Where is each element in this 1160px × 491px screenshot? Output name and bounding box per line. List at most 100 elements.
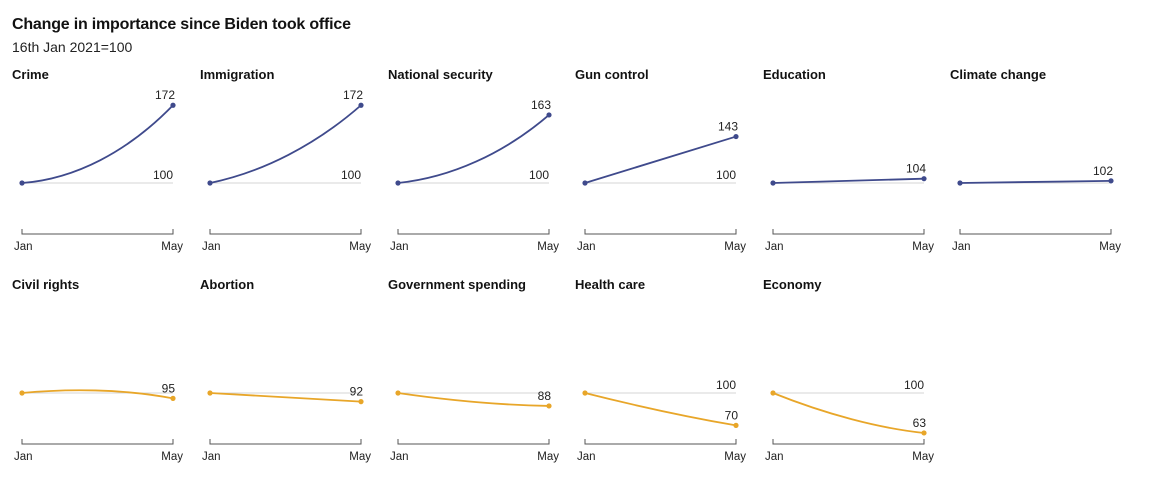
start-point [582, 390, 588, 396]
end-point [921, 176, 927, 182]
x-tick-may: May [912, 451, 934, 463]
x-axis [772, 439, 925, 445]
end-value-label: 63 [913, 416, 927, 430]
baseline-value-label: 100 [529, 168, 549, 182]
end-value-label: 92 [350, 385, 364, 399]
x-tick-jan: Jan [952, 241, 971, 253]
end-value-label: 102 [1093, 164, 1113, 178]
panel-plot: Jan May 88 [390, 389, 559, 463]
x-axis [959, 229, 1112, 235]
start-point [207, 390, 213, 396]
x-tick-jan: Jan [390, 241, 409, 253]
end-point [358, 102, 364, 108]
chart-subtitle: 16th Jan 2021=100 [12, 39, 133, 55]
start-point [957, 180, 963, 186]
x-axis [209, 439, 362, 445]
panel-title: National security [388, 67, 493, 82]
start-point [207, 180, 213, 186]
panel-crime: Crime Jan May 172 100 [12, 67, 197, 272]
baseline-value-label: 100 [716, 168, 736, 182]
panel-abortion: Abortion Jan May 92 [200, 277, 385, 482]
x-tick-jan: Jan [577, 241, 596, 253]
panel-gun-control: Gun control Jan May 143 100 [575, 67, 760, 272]
baseline-value-label: 100 [904, 378, 924, 392]
x-tick-jan: Jan [765, 241, 784, 253]
panel-education: Education Jan May 104 [763, 67, 948, 272]
x-tick-jan: Jan [390, 451, 409, 463]
panel-title: Climate change [950, 67, 1047, 82]
start-point [582, 180, 588, 186]
series-line [584, 135, 737, 184]
end-point [170, 395, 176, 401]
start-point [395, 180, 401, 186]
x-tick-jan: Jan [202, 451, 221, 463]
end-value-label: 104 [906, 162, 926, 176]
x-tick-may: May [537, 451, 559, 463]
x-tick-may: May [1099, 241, 1121, 253]
panel-plot: Jan May 70 100 [577, 378, 746, 463]
panel-health-care: Health care Jan May 70 100 [575, 277, 760, 482]
panel-title: Health care [575, 277, 646, 292]
panel-title: Crime [12, 67, 49, 82]
panel-plot: Jan May 95 [14, 381, 183, 463]
start-point [770, 390, 776, 396]
series-line [397, 114, 550, 184]
end-point [1108, 178, 1114, 184]
baseline-value-label: 100 [716, 378, 736, 392]
end-value-label: 88 [538, 389, 552, 403]
panel-title: Gun control [575, 67, 649, 82]
panel-plot: Jan May 92 [202, 385, 371, 463]
panel-plot: Jan May 172 100 [202, 88, 371, 253]
x-tick-jan: Jan [14, 241, 33, 253]
x-tick-jan: Jan [765, 451, 784, 463]
end-point [733, 133, 739, 140]
x-tick-may: May [912, 241, 934, 253]
x-tick-jan: Jan [577, 451, 596, 463]
panel-title: Government spending [388, 277, 526, 292]
series-line [959, 179, 1112, 184]
x-axis [21, 439, 174, 445]
start-point [770, 180, 776, 186]
end-point [733, 422, 739, 428]
series-line [772, 177, 925, 184]
x-tick-may: May [349, 241, 371, 253]
x-tick-may: May [724, 451, 746, 463]
end-value-label: 172 [155, 88, 175, 102]
end-point [546, 112, 552, 118]
x-tick-may: May [537, 241, 559, 253]
panel-climate-change: Climate change Jan May 102 [950, 67, 1135, 272]
series-line [584, 392, 737, 427]
panel-plot: Jan May 102 [952, 164, 1121, 253]
panel-plot: Jan May 104 [765, 162, 934, 253]
x-tick-may: May [724, 241, 746, 253]
series-line [772, 392, 925, 434]
baseline-value-label: 100 [153, 168, 173, 182]
panel-plot: Jan May 163 100 [390, 98, 559, 253]
series-line [21, 104, 174, 184]
end-point [921, 430, 927, 436]
panel-government-spending: Government spending Jan May 88 [388, 277, 573, 482]
x-axis [584, 439, 737, 445]
x-axis [209, 229, 362, 235]
end-value-label: 70 [725, 408, 739, 422]
series-line [209, 104, 362, 184]
series-line [397, 392, 550, 407]
end-point [358, 399, 364, 405]
x-axis [397, 229, 550, 235]
x-tick-jan: Jan [202, 241, 221, 253]
x-tick-may: May [161, 241, 183, 253]
x-axis [584, 229, 737, 235]
x-tick-may: May [349, 451, 371, 463]
series-line [21, 389, 174, 400]
series-line [209, 392, 362, 403]
panel-plot: Jan May 172 100 [14, 88, 183, 253]
x-tick-may: May [161, 451, 183, 463]
end-value-label: 95 [162, 381, 176, 395]
end-point [546, 403, 552, 409]
panel-plot: Jan May 63 100 [765, 378, 934, 463]
panel-immigration: Immigration Jan May 172 100 [200, 67, 385, 272]
end-value-label: 143 [718, 120, 738, 134]
panel-title: Civil rights [12, 277, 80, 292]
panel-title: Immigration [200, 67, 275, 82]
